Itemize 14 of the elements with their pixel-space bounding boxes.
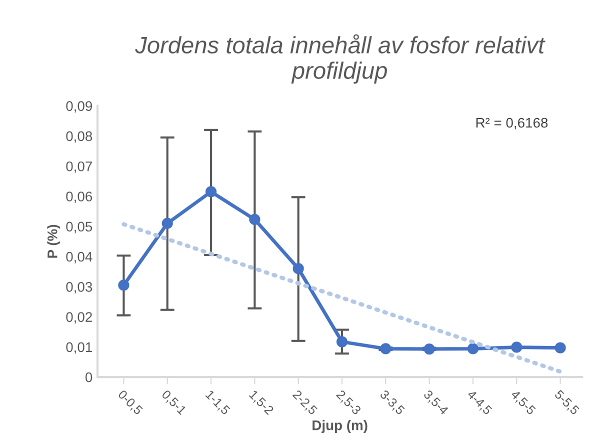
y-axis-title: P (%)	[47, 224, 60, 258]
y-tick-label: 0,03	[66, 282, 92, 294]
y-tick-label: 0,08	[66, 131, 92, 143]
x-axis-title: Djup (m)	[312, 420, 368, 433]
y-tick-label: 0,04	[66, 252, 92, 264]
y-tick-label: 0,01	[66, 342, 92, 354]
y-tick-label: 0,07	[66, 161, 92, 173]
annotation: R² = 0,6168	[476, 118, 548, 130]
y-tick-label: 0,05	[66, 222, 92, 234]
y-tick-label: 0,02	[66, 312, 92, 324]
y-tick-label: 0	[85, 372, 92, 382]
chart-title: Jordens totala innehåll av fosfor relativt profildjup	[135, 34, 546, 84]
y-tick-label: 0,06	[66, 192, 92, 204]
y-tick-label: 0,09	[66, 101, 92, 113]
